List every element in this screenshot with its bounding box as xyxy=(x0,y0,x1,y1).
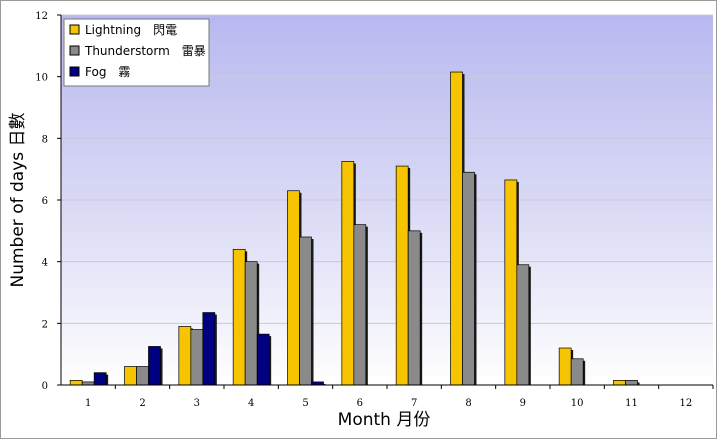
bar-lightning xyxy=(395,165,409,386)
bar-lightning xyxy=(178,326,192,386)
x-tick-label: 6 xyxy=(357,398,363,409)
x-tick-label: 10 xyxy=(571,398,584,409)
x-tick-label: 11 xyxy=(625,398,638,409)
bars xyxy=(69,71,640,386)
legend-label-thunderstorm: Thunderstorm 雷暴 xyxy=(84,44,206,58)
bar-thunderstorm xyxy=(516,264,530,386)
y-tick-label: 4 xyxy=(42,258,48,269)
x-tick-labels: 1 2 3 4 5 6 7 8 9 10 11 12 xyxy=(85,398,692,409)
bar-fog xyxy=(93,372,107,386)
legend-label-lightning: Lightning 閃電 xyxy=(85,23,177,37)
legend-swatch-lightning xyxy=(69,24,80,35)
bar-thunderstorm xyxy=(570,358,584,386)
y-tick-label: 6 xyxy=(42,196,48,207)
x-axis-title: Month 月份 xyxy=(338,410,431,430)
x-tick-label: 3 xyxy=(194,398,200,409)
y-axis-title: Number of days 日數 xyxy=(8,112,28,287)
bar-fog xyxy=(202,312,216,386)
bar-thunderstorm xyxy=(353,224,367,386)
grid-lines xyxy=(61,14,713,324)
x-tick-label: 9 xyxy=(520,398,526,409)
bar-thunderstorm xyxy=(462,171,475,386)
bar-fog xyxy=(148,346,161,386)
x-tick-label: 7 xyxy=(411,398,417,409)
x-tick-label: 5 xyxy=(302,398,308,409)
y-tick-label: 0 xyxy=(42,381,48,392)
bar-lightning xyxy=(232,248,246,386)
bar-fog xyxy=(256,333,270,386)
bar-thunderstorm xyxy=(136,366,149,386)
legend-swatch-thunderstorm xyxy=(69,45,80,56)
y-tick-label: 10 xyxy=(35,73,48,84)
bar-lightning xyxy=(124,366,137,386)
bar-thunderstorm xyxy=(190,329,204,386)
x-tick-label: 4 xyxy=(248,398,254,409)
axes xyxy=(57,14,714,389)
bar-lightning xyxy=(69,380,83,386)
bar-thunderstorm xyxy=(407,230,421,386)
legend-swatch-fog xyxy=(69,66,80,77)
y-tick-labels: 0 2 4 6 8 10 12 xyxy=(35,11,48,392)
bar-thunderstorm xyxy=(299,236,312,386)
bar-lightning xyxy=(613,380,626,386)
y-tick-label: 8 xyxy=(42,134,48,145)
x-tick-label: 12 xyxy=(679,398,692,409)
bar-lightning xyxy=(504,179,518,386)
x-tick-label: 1 xyxy=(85,398,91,409)
bar-lightning xyxy=(341,161,355,386)
legend-label-fog: Fog 霧 xyxy=(85,65,130,79)
bar-lightning xyxy=(287,190,300,386)
x-tick-label: 8 xyxy=(465,398,471,409)
bar-lightning xyxy=(558,347,572,386)
legend-box xyxy=(63,18,210,87)
x-tick-label: 2 xyxy=(139,398,145,409)
bar-thunderstorm xyxy=(244,261,258,386)
y-tick-label: 2 xyxy=(42,319,48,330)
bar-lightning xyxy=(450,71,463,386)
bar-thunderstorm xyxy=(625,380,638,386)
y-tick-label: 12 xyxy=(35,11,48,22)
legend: Lightning 閃電 Thunderstorm 雷暴 Fog 霧 xyxy=(63,18,210,87)
